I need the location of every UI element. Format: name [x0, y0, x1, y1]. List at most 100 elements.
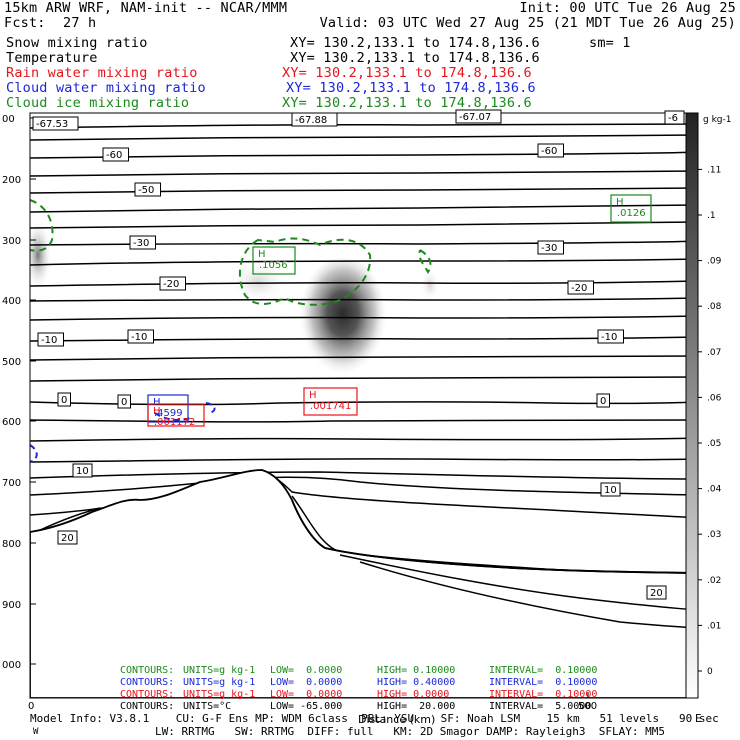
field-xy-snow: XY= 130.2,133.1 to 174.8,136.6 — [290, 35, 540, 51]
maximum-value-2: .001741 — [310, 401, 351, 412]
cloud-water-contour-center — [154, 412, 191, 422]
contour-info-low-2: LOW= 0.0000 — [270, 689, 343, 700]
temp-label-13: -10 — [601, 332, 617, 343]
contour-info-label-1: CONTOURS: — [120, 677, 175, 688]
temp-label-5: -60 — [541, 146, 557, 157]
colorbar-tick-6: .06 — [707, 393, 722, 403]
colorbar-tick-11: .11 — [707, 165, 721, 175]
colorbar-tick-8: .08 — [707, 302, 722, 312]
contour-info-interval-0: INTERVAL= 0.10000 — [489, 665, 598, 676]
temp-label-0: -67.53 — [36, 119, 68, 130]
contour-info-label-3: CONTOURS: — [120, 701, 175, 712]
maximum-box-1 — [252, 246, 296, 275]
contour-info-interval-2: INTERVAL= 0.10000 — [489, 689, 598, 700]
maximum-kind-2: H — [309, 390, 317, 401]
temp-label-box-14 — [57, 392, 71, 407]
colorbar-tick-1: .01 — [707, 621, 721, 631]
contour-info-units-3: UNITS=°C — [183, 701, 232, 712]
temp-label-19: 20 — [61, 533, 74, 544]
temp-label-box-2 — [455, 109, 502, 124]
y-tick-label-6: 700 — [2, 478, 21, 489]
temp-label-3: -6 — [668, 113, 678, 124]
x-tick-label-1: 500 — [578, 701, 597, 712]
east-marker: E — [695, 712, 702, 725]
contour-info-high-3: HIGH= 20.000 — [377, 701, 456, 712]
temp-label-17: 10 — [76, 466, 89, 477]
snow-shading-main — [298, 258, 388, 382]
contour-info-low-1: LOW= 0.0000 — [270, 677, 343, 688]
init-time: Init: 00 UTC Tue 26 Aug 25 — [519, 0, 736, 16]
field-name-temperature: Temperature — [6, 50, 98, 66]
colorbar-tick-0: 0 — [707, 667, 713, 677]
y-tick-label-1: 200 — [2, 175, 21, 186]
maximum-kind-1: H — [258, 249, 266, 260]
contour-info-units-0: UNITS=g kg-1 — [183, 665, 256, 676]
temp-label-box-6 — [134, 182, 161, 197]
maximum-value-0: .0126 — [617, 208, 646, 219]
temp-label-box-20 — [646, 585, 667, 600]
contour-info-label-2: CONTOURS: — [120, 689, 175, 700]
temp-label-box-16 — [596, 393, 610, 408]
model-title: 15km ARW WRF, NAM-init -- NCAR/MMM — [4, 0, 288, 16]
maximum-kind-4: H — [153, 406, 161, 417]
colorbar-units: g kg-1 — [703, 115, 731, 125]
field-xy-rain: XY= 130.2,133.1 to 174.8,136.6 — [282, 65, 532, 81]
temp-label-box-10 — [567, 280, 594, 295]
maximum-value-3: .4599 — [154, 408, 183, 419]
temp-label-20: 20 — [650, 588, 663, 599]
temp-label-8: -30 — [541, 243, 557, 254]
temp-label-box-19 — [57, 530, 78, 545]
x-tick-label-0: 0 — [28, 701, 34, 712]
colorbar-tick-5: .05 — [707, 439, 721, 449]
field-name-rain: Rain water mixing ratio — [6, 65, 198, 81]
maximum-value-1: .1056 — [259, 260, 288, 271]
cloud-water-contour-left — [29, 444, 38, 463]
colorbar-tick-4: .04 — [707, 485, 722, 495]
field-name-snow: Snow mixing ratio — [6, 35, 148, 51]
temp-label-box-7 — [129, 235, 156, 250]
contour-info-low-3: LOW= -65.000 — [270, 701, 343, 712]
maximum-box-0 — [610, 194, 652, 223]
temp-label-box-9 — [159, 276, 186, 291]
temp-label-1: -67.88 — [295, 115, 327, 126]
terrain-profile — [30, 469, 698, 698]
temp-label-14: 0 — [61, 395, 67, 406]
x-axis-label: Distance (km) — [358, 713, 435, 726]
contour-info-high-1: HIGH= 0.40000 — [377, 677, 456, 688]
temp-label-box-5 — [537, 143, 564, 158]
snow-shading-right — [420, 269, 440, 301]
contour-info-label-0: CONTOURS: — [120, 665, 175, 676]
temp-label-9: -20 — [163, 279, 179, 290]
colorbar-tick-7: .07 — [707, 348, 721, 358]
contour-info-high-2: HIGH= 0.0000 — [377, 689, 450, 700]
temp-label-box-17 — [72, 463, 93, 478]
contour-info-units-2: UNITS=g kg-1 — [183, 689, 256, 700]
temp-label-box-0 — [32, 116, 79, 131]
field-name-cloud-water: Cloud water mixing ratio — [6, 80, 206, 96]
temp-label-11: -10 — [41, 335, 57, 346]
temp-label-box-18 — [600, 482, 621, 497]
maximum-kind-3: H — [153, 397, 161, 408]
temp-label-box-15 — [117, 394, 131, 409]
field-name-cloud-ice: Cloud ice mixing ratio — [6, 95, 190, 111]
y-tick-label-9: 000 — [2, 660, 21, 671]
colorbar-tick-3: .03 — [707, 530, 721, 540]
contour-info-high-0: HIGH= 0.10000 — [377, 665, 456, 676]
physics-info-line: LW: RRTMG SW: RRTMG DIFF: full KM: 2D Sm… — [155, 725, 665, 738]
y-tick-label-7: 800 — [2, 539, 21, 550]
cloud-ice-contours — [29, 199, 432, 306]
maximum-box-4 — [147, 403, 205, 427]
maximum-value-4: .001172 — [154, 417, 195, 428]
colorbar-tick-9: .09 — [707, 257, 722, 267]
model-info-line: Model Info: V3.8.1 CU: G-F Ens MP: WDM 6… — [30, 712, 719, 725]
temp-label-6: -50 — [138, 185, 154, 196]
temp-label-box-4 — [102, 147, 129, 162]
cloud-water-contour-right — [205, 402, 216, 414]
temp-label-4: -60 — [106, 150, 122, 161]
smoothing-value: sm= 1 — [589, 35, 631, 51]
snow-shading-left — [30, 219, 52, 291]
temp-label-10: -20 — [571, 283, 587, 294]
temp-label-box-11 — [37, 332, 64, 347]
snow-shading-left2 — [228, 260, 288, 304]
